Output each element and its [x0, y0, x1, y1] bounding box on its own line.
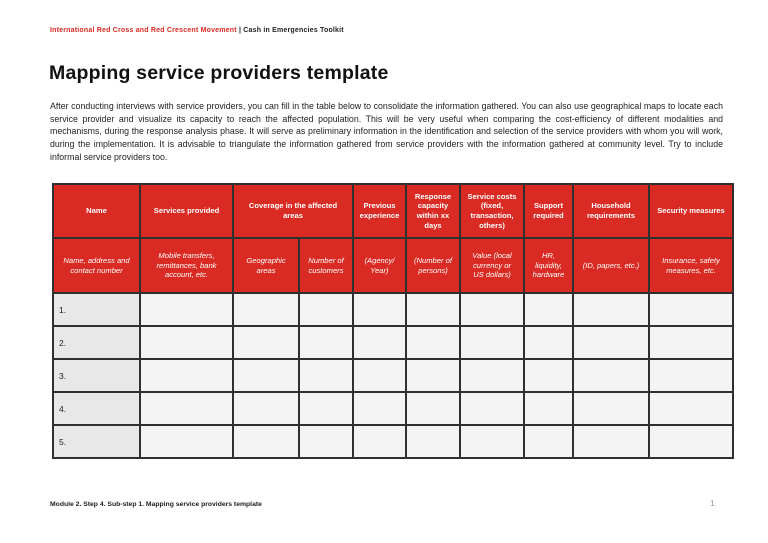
empty-cell[interactable]: [523, 358, 574, 393]
empty-cell[interactable]: [139, 325, 234, 360]
intro-paragraph: After conducting interviews with service…: [50, 101, 723, 162]
empty-cell[interactable]: [523, 424, 574, 459]
empty-cell[interactable]: [572, 424, 650, 459]
empty-cell[interactable]: [459, 391, 525, 426]
empty-cell[interactable]: [298, 292, 354, 327]
table-row: 3.: [52, 358, 734, 393]
table-row: 4.: [52, 391, 734, 426]
empty-cell[interactable]: [648, 292, 734, 327]
header-cell-name: Name: [52, 183, 141, 239]
service-providers-table: Name Services provided Coverage in the a…: [52, 183, 734, 459]
header-cell-experience: Previous experience: [352, 183, 407, 239]
table-row: 1.: [52, 292, 734, 327]
empty-cell[interactable]: [232, 292, 300, 327]
page-title: Mapping service providers template: [49, 62, 389, 84]
masthead-brand: International Red Cross and Red Crescent…: [50, 27, 237, 34]
subheader-cell: Number of customers: [298, 237, 354, 294]
table-subheader-row: Name, address and contact number Mobile …: [52, 237, 734, 294]
empty-cell[interactable]: [572, 358, 650, 393]
empty-cell[interactable]: [232, 358, 300, 393]
masthead: International Red Cross and Red Crescent…: [50, 27, 344, 34]
header-cell-security: Security measures: [648, 183, 734, 239]
empty-cell[interactable]: [523, 325, 574, 360]
empty-cell[interactable]: [352, 424, 407, 459]
header-cell-services: Services provided: [139, 183, 234, 239]
row-number-cell: 1.: [52, 292, 141, 327]
subheader-cell: Insurance, safety measures, etc.: [648, 237, 734, 294]
header-cell-support: Support required: [523, 183, 574, 239]
empty-cell[interactable]: [298, 391, 354, 426]
empty-cell[interactable]: [523, 292, 574, 327]
empty-cell[interactable]: [648, 325, 734, 360]
empty-cell[interactable]: [648, 358, 734, 393]
header-cell-response-capacity: Response capacity within xx days: [405, 183, 461, 239]
page-number: 1: [710, 498, 715, 508]
row-number-cell: 2.: [52, 325, 141, 360]
row-number-cell: 3.: [52, 358, 141, 393]
subheader-cell: HR, liquidity, hardware: [523, 237, 574, 294]
empty-cell[interactable]: [405, 358, 461, 393]
empty-cell[interactable]: [232, 325, 300, 360]
empty-cell[interactable]: [139, 292, 234, 327]
empty-cell[interactable]: [232, 391, 300, 426]
header-cell-service-costs: Service costs (fixed, transaction, other…: [459, 183, 525, 239]
empty-cell[interactable]: [572, 391, 650, 426]
empty-cell[interactable]: [298, 424, 354, 459]
empty-cell[interactable]: [139, 358, 234, 393]
empty-cell[interactable]: [405, 325, 461, 360]
empty-cell[interactable]: [523, 391, 574, 426]
empty-cell[interactable]: [139, 391, 234, 426]
row-number-cell: 4.: [52, 391, 141, 426]
subheader-cell: (ID, papers, etc.): [572, 237, 650, 294]
header-cell-coverage: Coverage in the affected areas: [232, 183, 354, 239]
empty-cell[interactable]: [459, 292, 525, 327]
empty-cell[interactable]: [352, 358, 407, 393]
footer-text: Module 2. Step 4. Sub-step 1. Mapping se…: [50, 501, 262, 508]
subheader-cell: (Number of persons): [405, 237, 461, 294]
empty-cell[interactable]: [405, 424, 461, 459]
subheader-cell: Name, address and contact number: [52, 237, 141, 294]
subheader-cell: Mobile transfers, remittances, bank acco…: [139, 237, 234, 294]
header-cell-household: Household requirements: [572, 183, 650, 239]
empty-cell[interactable]: [459, 424, 525, 459]
subheader-cell: Value (local currency or US dollars): [459, 237, 525, 294]
empty-cell[interactable]: [352, 292, 407, 327]
empty-cell[interactable]: [572, 292, 650, 327]
empty-cell[interactable]: [352, 391, 407, 426]
empty-cell[interactable]: [139, 424, 234, 459]
table-row: 5.: [52, 424, 734, 459]
masthead-toolkit: | Cash in Emergencies Toolkit: [238, 27, 344, 34]
empty-cell[interactable]: [352, 325, 407, 360]
empty-cell[interactable]: [298, 358, 354, 393]
empty-cell[interactable]: [648, 391, 734, 426]
empty-cell[interactable]: [572, 325, 650, 360]
empty-cell[interactable]: [648, 424, 734, 459]
row-number-cell: 5.: [52, 424, 141, 459]
empty-cell[interactable]: [459, 358, 525, 393]
table-header-row: Name Services provided Coverage in the a…: [52, 183, 734, 239]
subheader-cell: Geographic areas: [232, 237, 300, 294]
empty-cell[interactable]: [298, 325, 354, 360]
empty-cell[interactable]: [232, 424, 300, 459]
empty-cell[interactable]: [405, 391, 461, 426]
empty-cell[interactable]: [459, 325, 525, 360]
table-row: 2.: [52, 325, 734, 360]
subheader-cell: (Agency/ Year): [352, 237, 407, 294]
empty-cell[interactable]: [405, 292, 461, 327]
